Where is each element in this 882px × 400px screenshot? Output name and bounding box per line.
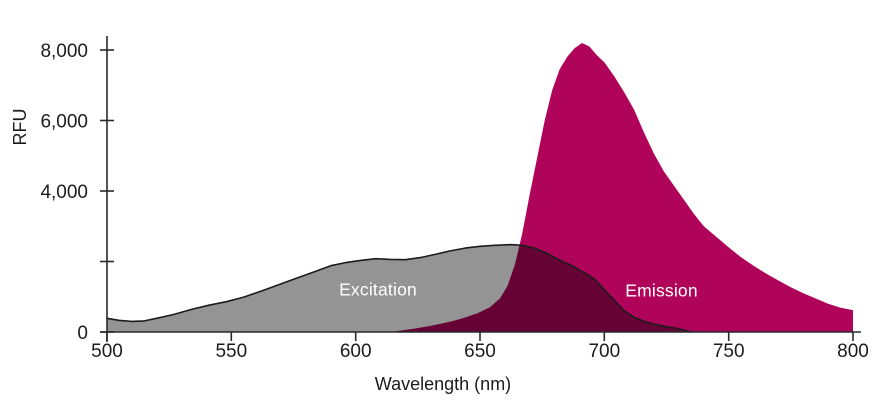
excitation-curve-outline bbox=[106, 243, 693, 333]
x-tick-label: 750 bbox=[713, 341, 745, 362]
x-tick-label: 600 bbox=[340, 341, 372, 362]
excitation-label: Excitation bbox=[339, 280, 417, 300]
y-axis-title: RFU bbox=[10, 109, 30, 146]
axes bbox=[100, 36, 861, 342]
y-tick-label: 4,000 bbox=[40, 182, 88, 203]
series-annotations: Excitation Emission bbox=[339, 280, 698, 301]
x-tick-label: 550 bbox=[215, 341, 247, 362]
y-tick-label: 0 bbox=[77, 323, 88, 344]
emission-label: Emission bbox=[625, 280, 698, 300]
y-tick-label: 6,000 bbox=[40, 112, 88, 133]
x-tick-label: 500 bbox=[91, 341, 123, 362]
series-fills bbox=[107, 43, 853, 332]
tick-labels: 500 550 600 650 700 750 800 0 4,000 6,000 8,000 bbox=[40, 41, 868, 362]
x-tick-label: 800 bbox=[837, 341, 869, 362]
emission-area bbox=[390, 43, 853, 332]
y-axis-title-group: RFU bbox=[10, 109, 30, 146]
series-outlines bbox=[106, 243, 693, 333]
x-tick-label: 650 bbox=[464, 341, 496, 362]
x-tick-label: 700 bbox=[588, 341, 620, 362]
y-tick-label: 8,000 bbox=[40, 41, 88, 62]
x-axis-title: Wavelength (nm) bbox=[375, 374, 511, 394]
